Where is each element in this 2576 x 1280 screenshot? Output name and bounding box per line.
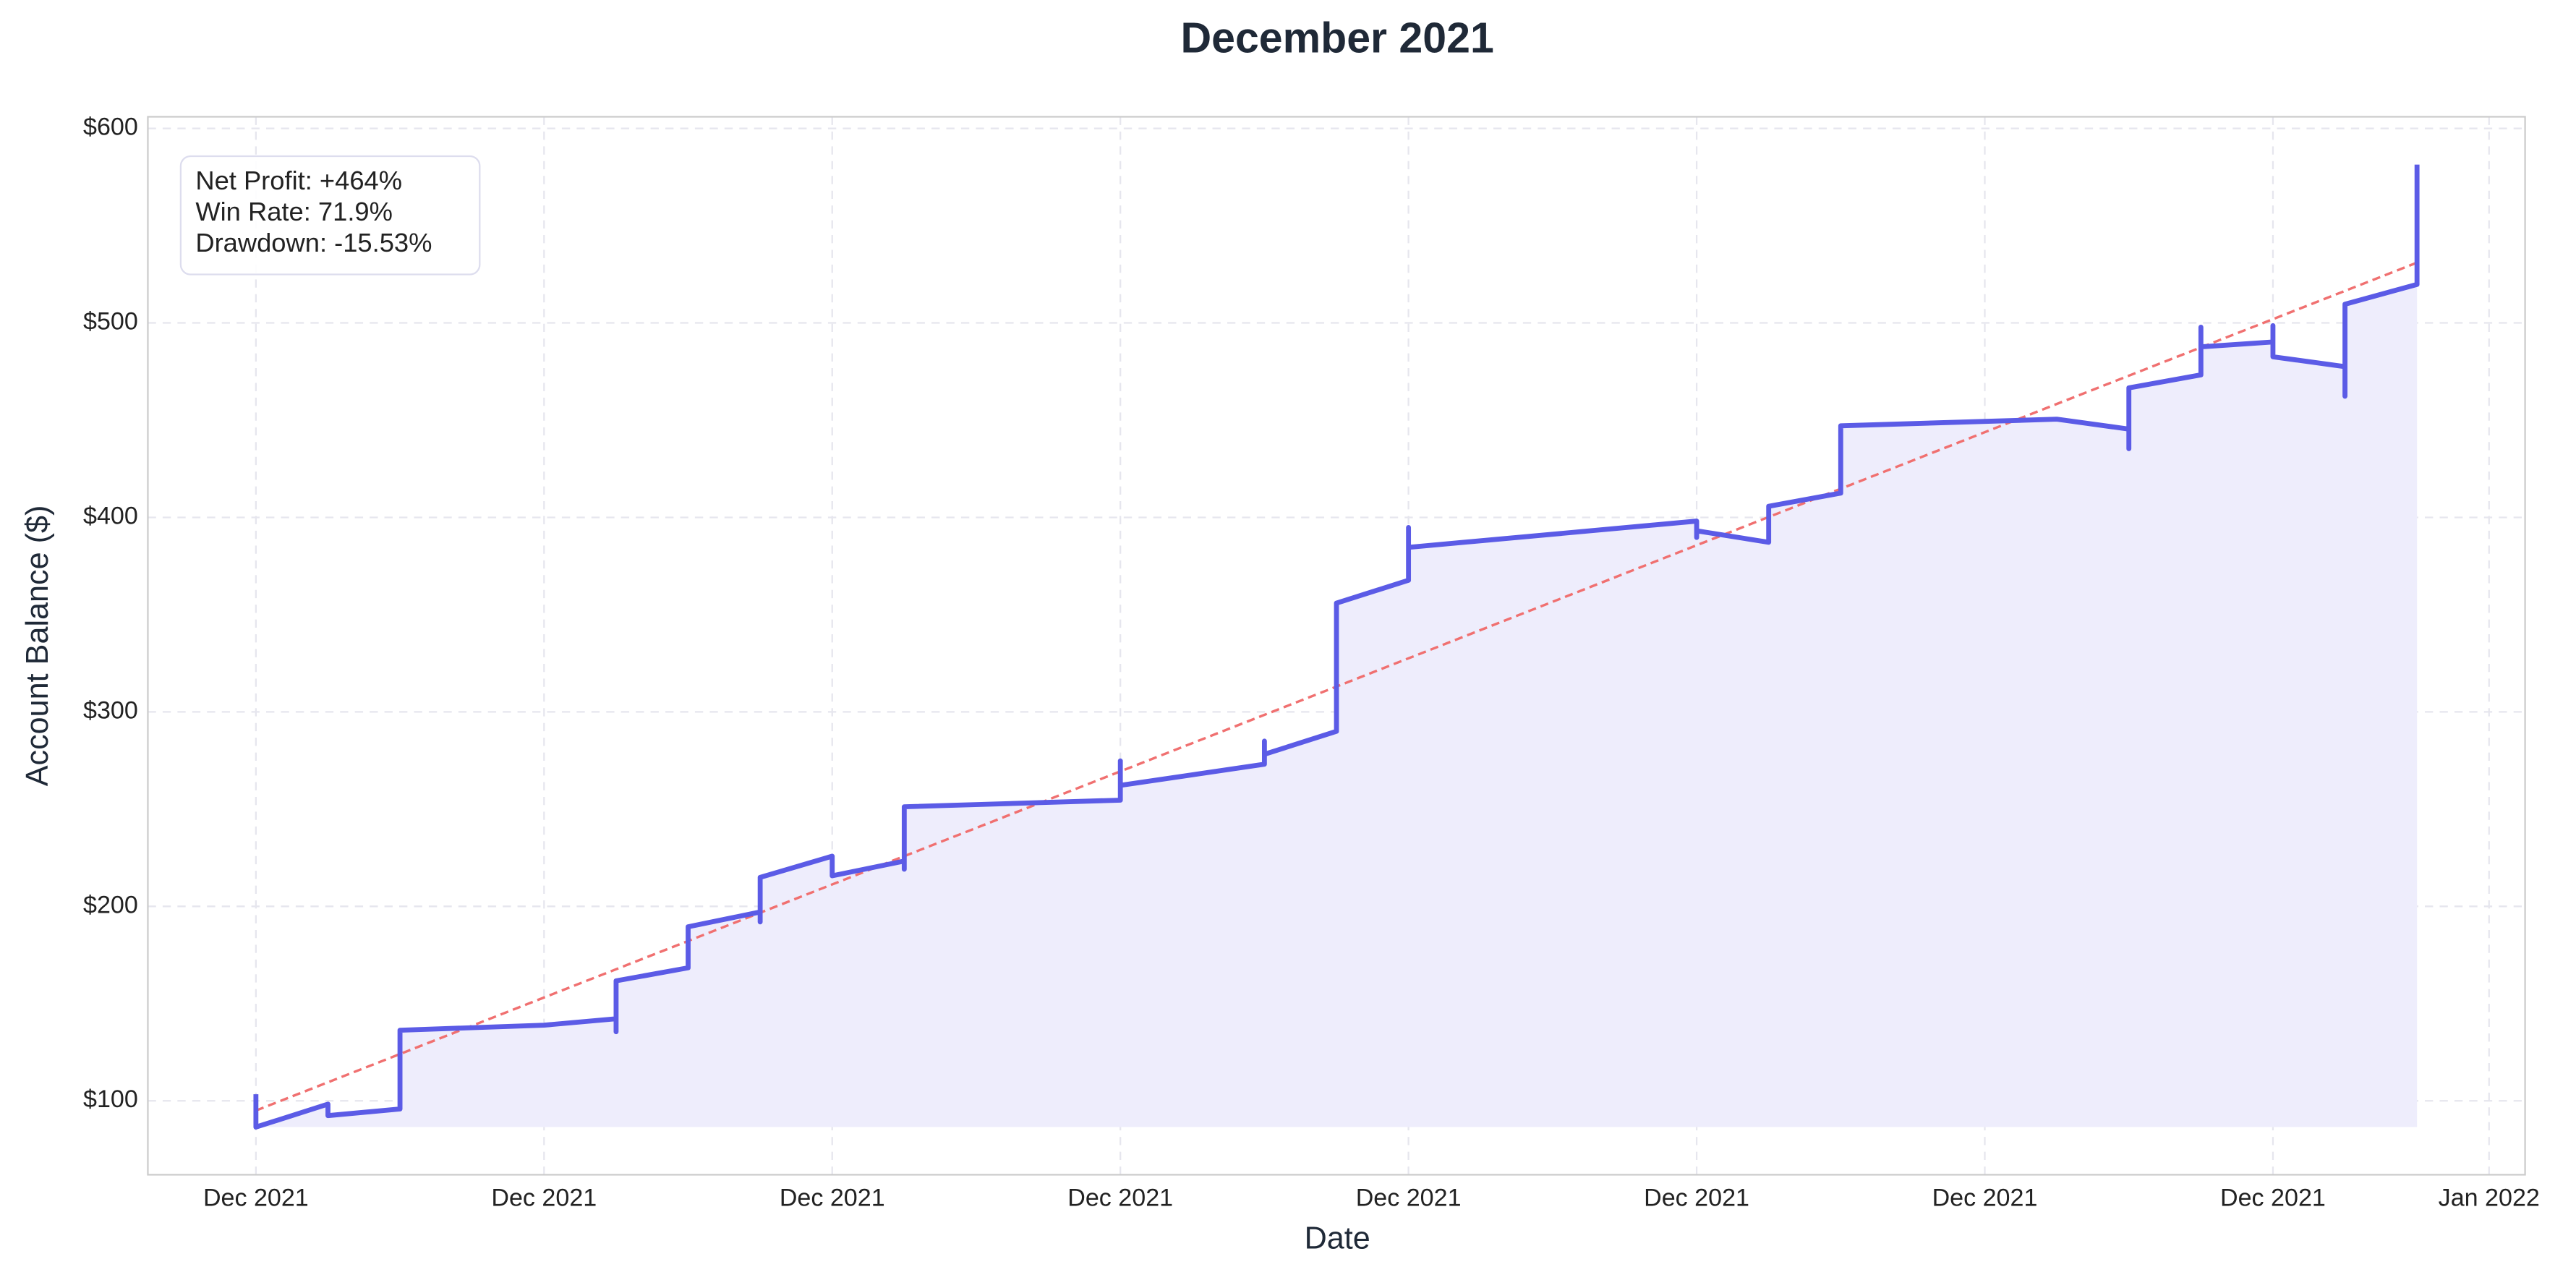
stats-text: Net Profit: +464% <box>195 166 402 195</box>
balance-line <box>253 164 2420 1130</box>
x-tick-label: Dec 2021 <box>1644 1185 1749 1212</box>
y-tick-label: $500 <box>83 308 138 336</box>
x-tick-label: Dec 2021 <box>491 1185 597 1212</box>
x-axis-label: Date <box>1305 1221 1370 1256</box>
x-tick-label: Dec 2021 <box>1932 1185 2038 1212</box>
x-tick-label: Jan 2022 <box>2439 1185 2540 1212</box>
y-tick-label: $100 <box>83 1085 138 1113</box>
y-axis-label: Account Balance ($) <box>20 505 55 787</box>
stats-text: Drawdown: -15.53% <box>195 228 432 257</box>
chart-title: December 2021 <box>1180 14 1493 62</box>
x-tick-label: Dec 2021 <box>2220 1185 2326 1212</box>
x-tick-label: Dec 2021 <box>203 1185 309 1212</box>
plot-frame <box>147 116 2526 1176</box>
y-tick-label: $300 <box>83 696 138 724</box>
y-tick-label: $400 <box>83 502 138 529</box>
y-tick-label: $600 <box>83 114 138 141</box>
x-tick-label: Dec 2021 <box>1356 1185 1462 1212</box>
stats-text: Win Rate: 71.9% <box>195 197 393 226</box>
stats-box <box>179 155 481 276</box>
x-tick-label: Dec 2021 <box>780 1185 885 1212</box>
y-tick-label: $200 <box>83 891 138 918</box>
x-tick-label: Dec 2021 <box>1067 1185 1173 1212</box>
